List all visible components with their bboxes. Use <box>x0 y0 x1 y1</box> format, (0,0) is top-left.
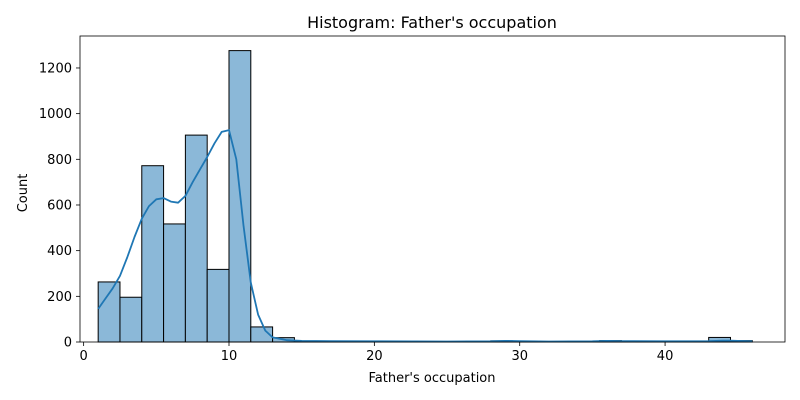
histogram-bar-1 <box>119 296 143 343</box>
histogram-bar-0 <box>97 281 121 343</box>
y-axis-label: Count <box>16 174 31 213</box>
y-tick-label: 800 <box>47 153 72 168</box>
histogram-bar-5 <box>206 268 230 343</box>
histogram-bars <box>97 50 753 343</box>
y-tick-label: 600 <box>47 198 72 213</box>
x-tick-label: 40 <box>657 349 674 364</box>
histogram-bar-4 <box>184 134 208 343</box>
y-tick-label: 1200 <box>39 61 72 76</box>
histogram-bar-2 <box>141 165 165 343</box>
x-tick-label: 30 <box>511 349 528 364</box>
x-axis-ticks: 0 10 20 30 40 <box>79 342 673 364</box>
kde-curve <box>97 129 753 343</box>
x-tick-label: 0 <box>79 349 87 364</box>
x-tick-label: 20 <box>366 349 383 364</box>
y-tick-label: 1000 <box>39 107 72 122</box>
chart-title: Histogram: Father's occupation <box>307 13 557 32</box>
y-tick-label: 400 <box>47 244 72 259</box>
y-axis-ticks: 0 200 400 600 800 1000 1200 <box>39 61 80 351</box>
y-tick-label: 0 <box>64 336 72 351</box>
x-axis-label: Father's occupation <box>368 371 495 386</box>
histogram-bar-3 <box>163 223 186 343</box>
x-tick-label: 10 <box>221 349 238 364</box>
y-tick-label: 200 <box>47 290 72 305</box>
plot-frame <box>79 35 786 343</box>
